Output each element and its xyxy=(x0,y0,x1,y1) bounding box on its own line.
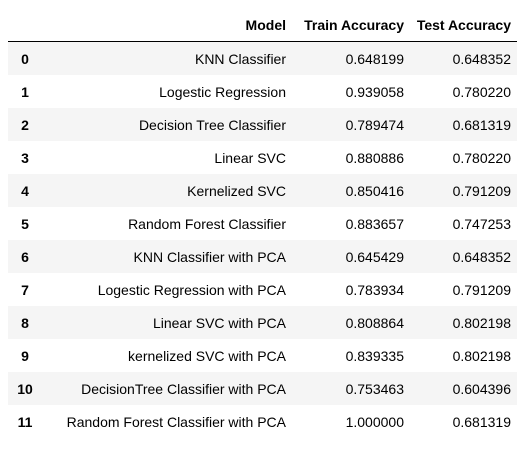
train-accuracy-cell: 0.645429 xyxy=(345,248,404,265)
train-accuracy-cell: 0.789474 xyxy=(345,116,404,133)
row-index: 3 xyxy=(21,149,29,166)
row-index: 0 xyxy=(21,50,29,67)
model-cell: KNN Classifier with PCA xyxy=(133,248,286,265)
test-accuracy-cell: 0.791209 xyxy=(452,182,511,199)
model-cell: KNN Classifier xyxy=(194,50,286,67)
test-accuracy-cell: 0.604396 xyxy=(452,380,511,397)
train-accuracy-cell: 0.648199 xyxy=(345,50,404,67)
test-accuracy-cell: 0.802198 xyxy=(452,314,511,331)
model-cell: DecisionTree Classifier with PCA xyxy=(81,380,286,397)
row-index: 2 xyxy=(21,116,29,133)
table-row: 3 Linear SVC 0.880886 0.780220 xyxy=(8,141,517,174)
table-row: 10 DecisionTree Classifier with PCA 0.75… xyxy=(8,372,517,405)
test-accuracy-cell: 0.681319 xyxy=(452,413,511,430)
table-header: Model Train Accuracy Test Accuracy xyxy=(8,9,517,42)
row-index: 7 xyxy=(21,281,29,298)
train-accuracy-cell: 0.883657 xyxy=(345,215,404,232)
table-row: 5 Random Forest Classifier 0.883657 0.74… xyxy=(8,207,517,240)
train-accuracy-cell: 0.839335 xyxy=(345,347,404,364)
model-cell: Random Forest Classifier xyxy=(128,215,286,232)
row-index: 8 xyxy=(21,314,29,331)
train-accuracy-cell: 1.000000 xyxy=(345,413,404,430)
test-accuracy-cell: 0.791209 xyxy=(452,281,511,298)
model-cell: Logestic Regression with PCA xyxy=(97,281,286,298)
train-accuracy-cell: 0.753463 xyxy=(345,380,404,397)
test-accuracy-cell: 0.648352 xyxy=(452,248,511,265)
model-cell: Kernelized SVC xyxy=(187,182,286,199)
train-accuracy-cell: 0.939058 xyxy=(345,83,404,100)
row-index: 11 xyxy=(17,413,33,430)
model-cell: Logestic Regression xyxy=(159,83,286,100)
table-row: 6 KNN Classifier with PCA 0.645429 0.648… xyxy=(8,240,517,273)
table-row: 7 Logestic Regression with PCA 0.783934 … xyxy=(8,273,517,306)
table-row: 8 Linear SVC with PCA 0.808864 0.802198 xyxy=(8,306,517,339)
table-body: 0 KNN Classifier 0.648199 0.648352 1 Log… xyxy=(8,41,517,438)
train-accuracy-column-header: Train Accuracy xyxy=(292,9,410,42)
test-accuracy-cell: 0.802198 xyxy=(452,347,511,364)
train-accuracy-cell: 0.880886 xyxy=(345,149,404,166)
test-accuracy-cell: 0.747253 xyxy=(452,215,511,232)
dataframe-output: Model Train Accuracy Test Accuracy 0 KNN… xyxy=(8,9,517,438)
model-column-header: Model xyxy=(42,9,292,42)
table-row: 1 Logestic Regression 0.939058 0.780220 xyxy=(8,75,517,108)
row-index: 4 xyxy=(21,182,29,199)
model-cell: Linear SVC with PCA xyxy=(152,314,286,331)
test-accuracy-column-header: Test Accuracy xyxy=(410,9,517,42)
train-accuracy-cell: 0.783934 xyxy=(345,281,404,298)
test-accuracy-cell: 0.648352 xyxy=(452,50,511,67)
table-row: 2 Decision Tree Classifier 0.789474 0.68… xyxy=(8,108,517,141)
model-cell: kernelized SVC with PCA xyxy=(128,347,286,364)
row-index: 9 xyxy=(21,347,29,364)
row-index: 1 xyxy=(21,83,29,100)
model-cell: Decision Tree Classifier xyxy=(138,116,286,133)
table-row: 9 kernelized SVC with PCA 0.839335 0.802… xyxy=(8,339,517,372)
results-table: Model Train Accuracy Test Accuracy 0 KNN… xyxy=(8,9,517,438)
table-row: 11 Random Forest Classifier with PCA 1.0… xyxy=(8,405,517,438)
table-row: 0 KNN Classifier 0.648199 0.648352 xyxy=(8,41,517,75)
row-index: 5 xyxy=(21,215,29,232)
train-accuracy-cell: 0.808864 xyxy=(345,314,404,331)
train-accuracy-cell: 0.850416 xyxy=(345,182,404,199)
index-column-header xyxy=(8,9,42,42)
header-row: Model Train Accuracy Test Accuracy xyxy=(8,9,517,42)
row-index: 10 xyxy=(17,380,33,397)
test-accuracy-cell: 0.780220 xyxy=(452,149,511,166)
model-cell: Random Forest Classifier with PCA xyxy=(66,413,286,430)
test-accuracy-cell: 0.681319 xyxy=(452,116,511,133)
test-accuracy-cell: 0.780220 xyxy=(452,83,511,100)
row-index: 6 xyxy=(21,248,29,265)
table-row: 4 Kernelized SVC 0.850416 0.791209 xyxy=(8,174,517,207)
model-cell: Linear SVC xyxy=(214,149,286,166)
